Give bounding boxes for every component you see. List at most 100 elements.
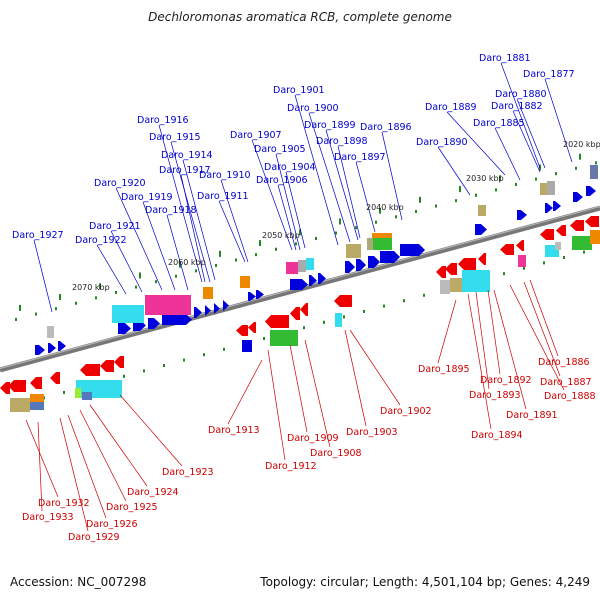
gene-label-reverse: Daro_1908 <box>310 448 362 459</box>
gene-label-forward: Daro_1917 <box>159 165 211 176</box>
leader-line <box>294 94 339 246</box>
gene-label-forward: Daro_1922 <box>75 235 127 246</box>
reverse-gene <box>300 303 308 316</box>
leader-line <box>110 230 143 293</box>
scale-tick <box>459 186 461 193</box>
feature-slate <box>82 392 92 400</box>
leader-line <box>304 339 331 448</box>
scale-tick <box>579 153 581 160</box>
forward-gene <box>48 343 56 353</box>
scale-dot <box>423 293 425 297</box>
forward-gene <box>400 244 425 256</box>
forward-gene <box>318 273 326 284</box>
gene-label-reverse: Daro_1892 <box>480 375 532 386</box>
gene-label-reverse: Daro_1913 <box>208 425 260 436</box>
feature-orange <box>240 276 250 288</box>
topology-label: Topology: <box>260 575 317 589</box>
scale-tick <box>219 250 221 257</box>
gene-label-reverse: Daro_1932 <box>38 498 90 509</box>
reverse-gene <box>500 244 514 255</box>
gene-label-reverse: Daro_1925 <box>106 502 158 513</box>
scale-dot <box>263 336 265 340</box>
reverse-gene <box>50 372 60 384</box>
feature-magenta <box>145 295 191 315</box>
gene-label-forward: Daro_1889 <box>425 102 477 113</box>
forward-gene <box>256 290 264 299</box>
gene-label-reverse: Daro_1909 <box>287 433 339 444</box>
feature-lime <box>75 388 81 398</box>
feature-magenta <box>518 255 526 267</box>
leader-line <box>500 62 541 169</box>
scale-dot <box>183 358 185 362</box>
scale-dot <box>123 374 125 378</box>
scale-dot <box>575 166 577 170</box>
leader-line <box>115 187 163 291</box>
reverse-gene <box>30 377 42 389</box>
reverse-gene <box>0 382 10 394</box>
gene-label-forward: Daro_1911 <box>197 191 249 202</box>
scale-dot <box>383 304 385 308</box>
leader-line <box>285 171 306 249</box>
scale-dot <box>415 209 417 213</box>
scale-label: 2030 kbp <box>466 174 504 183</box>
gene-label-reverse: Daro_1912 <box>265 461 317 472</box>
length-label: Length: <box>372 575 419 589</box>
scale-dot <box>215 263 217 267</box>
leader-line <box>180 174 206 283</box>
genes-value: 4,249 <box>555 575 590 589</box>
gene-label-reverse: Daro_1929 <box>68 532 120 543</box>
reverse-gene <box>516 240 524 251</box>
forward-gene <box>309 275 317 286</box>
leader-line <box>529 279 559 357</box>
leader-line <box>487 289 501 375</box>
reverse-gene <box>334 295 352 307</box>
forward-gene <box>58 341 66 351</box>
leader-line <box>33 239 53 313</box>
scale-tick <box>179 261 181 268</box>
scale-dot <box>335 231 337 235</box>
scale-dot <box>175 274 177 278</box>
feature-olive <box>346 244 361 258</box>
scale-dot <box>203 353 205 357</box>
feature-green <box>270 330 298 346</box>
scale-dot <box>503 272 505 276</box>
scale-label: 2040 kbp <box>366 203 404 212</box>
scale-dot <box>63 390 65 394</box>
leader-line <box>289 344 308 433</box>
gene-label-forward: Daro_1905 <box>254 144 306 155</box>
gene-label-forward: Daro_1885 <box>473 118 525 129</box>
forward-gene <box>118 323 131 334</box>
leader-line <box>37 421 43 512</box>
gene-label-reverse: Daro_1902 <box>380 406 432 417</box>
gene-label-forward: Daro_1914 <box>161 150 213 161</box>
feature-green <box>372 236 392 250</box>
gene-label-forward: Daro_1919 <box>121 192 173 203</box>
forward-gene <box>290 279 308 290</box>
leader-line <box>119 394 183 467</box>
gene-label-forward: Daro_1890 <box>416 137 468 148</box>
reverse-gene <box>100 360 114 372</box>
scale-dot <box>355 226 357 230</box>
reverse-gene <box>478 253 486 265</box>
forward-gene <box>368 256 380 268</box>
gene-label-forward: Daro_1916 <box>137 115 189 126</box>
genome-summary: Topology: circular; Length: 4,501,104 bp… <box>260 575 590 589</box>
feature-grey <box>547 181 555 195</box>
gene-label-forward: Daro_1900 <box>287 103 339 114</box>
gene-label-forward: Daro_1880 <box>495 89 547 100</box>
leader-line <box>344 329 367 427</box>
leader-line <box>544 78 573 163</box>
leader-line <box>182 159 216 281</box>
forward-gene <box>162 314 192 325</box>
gene-label-forward: Daro_1906 <box>256 175 308 186</box>
feature-slate <box>590 165 598 179</box>
reverse-gene <box>8 380 26 392</box>
feature-orange <box>590 230 600 244</box>
scale-dot <box>343 315 345 319</box>
gene-label-forward: Daro_1901 <box>273 85 325 96</box>
gene-label-reverse: Daro_1886 <box>538 357 590 368</box>
gene-label-reverse: Daro_1903 <box>346 427 398 438</box>
scale-dot <box>235 258 237 262</box>
gene-label-forward: Daro_1915 <box>149 132 201 143</box>
